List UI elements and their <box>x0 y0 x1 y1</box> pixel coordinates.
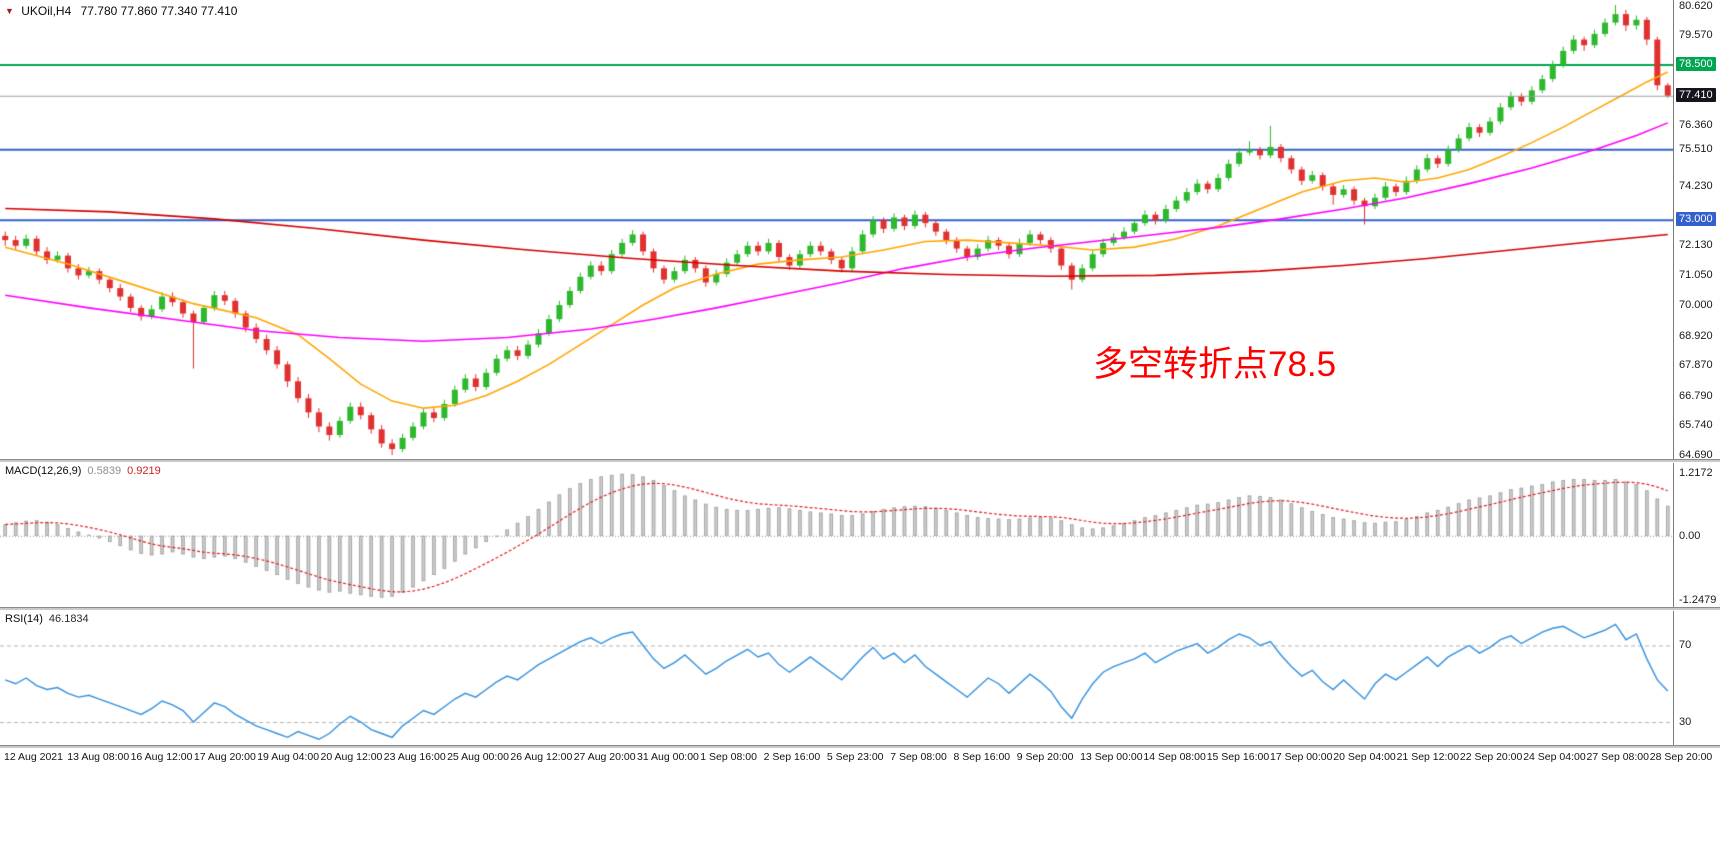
rsi-value: 46.1834 <box>48 613 89 625</box>
macd-axis[interactable]: 1.2172 0.00 -1.2479 <box>1673 463 1720 607</box>
time-axis-label: 20 Sep 04:00 <box>1333 751 1396 763</box>
time-axis-label: 17 Aug 20:00 <box>193 751 256 763</box>
chart-ohlc-readout: 77.780 77.860 77.340 77.410 <box>80 4 238 18</box>
macd-name: MACD(12,26,9) <box>5 465 82 477</box>
time-axis-label: 20 Aug 12:00 <box>320 751 383 763</box>
macd-axis-label: 0.00 <box>1679 529 1701 542</box>
rsi-axis-label: 70 <box>1679 639 1692 652</box>
time-axis-label: 23 Aug 16:00 <box>383 751 446 763</box>
price-badge: 78.500 <box>1676 56 1716 71</box>
chart-annotation-text: 多空转折点78.5 <box>1093 345 1337 384</box>
time-axis-label: 12 Aug 2021 <box>4 751 63 763</box>
time-axis[interactable]: 12 Aug 2021 13 Aug 08:00 16 Aug 12:00 17 Au… <box>0 749 1720 767</box>
macd-panel-canvas[interactable] <box>0 463 1673 607</box>
time-axis-label: 5 Sep 23:00 <box>826 751 884 763</box>
time-axis-label: 27 Aug 20:00 <box>573 751 636 763</box>
macd-axis-label: -1.2479 <box>1679 594 1717 607</box>
main-price-axis[interactable]: 80.620 79.570 76.360 75.510 74.230 72.130 71.0… <box>1673 0 1720 462</box>
time-axis-label: 13 Sep 00:00 <box>1080 751 1143 763</box>
time-axis-label: 22 Sep 20:00 <box>1459 751 1523 763</box>
price-axis-label: 75.510 <box>1679 143 1713 156</box>
rsi-name: RSI(14) <box>5 613 43 625</box>
time-axis-label: 9 Sep 20:00 <box>1016 751 1074 763</box>
rsi-axis-label: 30 <box>1679 716 1692 729</box>
time-axis-label: 31 Aug 00:00 <box>637 751 699 763</box>
main-chart-canvas[interactable] <box>0 0 1673 459</box>
macd-axis-label: 1.2172 <box>1679 466 1713 479</box>
price-badge: 77.410 <box>1676 87 1716 102</box>
panel-separator[interactable] <box>0 607 1720 611</box>
time-axis-label: 7 Sep 08:00 <box>890 751 947 763</box>
price-axis-label: 72.130 <box>1679 238 1713 251</box>
price-axis-label: 66.790 <box>1679 389 1713 402</box>
chart-symbol-timeframe: UKOil,H4 <box>21 4 72 18</box>
rsi-axis[interactable]: 70 30 <box>1673 611 1720 745</box>
price-axis-label: 67.870 <box>1679 359 1713 372</box>
macd-label: MACD(12,26,9) 0.5839 0.9219 <box>5 465 161 477</box>
price-axis-label: 80.620 <box>1679 0 1713 12</box>
price-axis-label: 64.690 <box>1679 449 1713 462</box>
time-axis-label: 13 Aug 08:00 <box>67 751 130 763</box>
price-axis-label: 65.740 <box>1679 419 1713 432</box>
panel-separator[interactable] <box>0 459 1720 463</box>
price-axis-label: 70.000 <box>1679 299 1713 312</box>
symbol-marker-icon: ▼ <box>5 6 14 16</box>
time-axis-separator[interactable] <box>0 745 1720 749</box>
time-axis-label: 19 Aug 04:00 <box>257 751 320 763</box>
price-axis-label: 71.050 <box>1679 269 1713 282</box>
price-axis-label: 68.920 <box>1679 329 1713 342</box>
time-axis-label: 28 Sep 20:00 <box>1649 751 1713 763</box>
price-axis-label: 79.570 <box>1679 28 1713 41</box>
price-badge: 73.000 <box>1676 212 1716 227</box>
time-axis-label: 24 Sep 04:00 <box>1523 751 1586 763</box>
macd-main-value: 0.5839 <box>87 465 122 477</box>
time-axis-label: 17 Sep 00:00 <box>1270 751 1333 763</box>
time-axis-label: 16 Aug 12:00 <box>130 751 193 763</box>
macd-signal-value: 0.9219 <box>127 465 161 477</box>
time-axis-label: 27 Sep 08:00 <box>1586 751 1649 763</box>
rsi-panel-canvas[interactable] <box>0 611 1673 745</box>
time-axis-label: 25 Aug 00:00 <box>447 751 509 763</box>
time-axis-label: 2 Sep 16:00 <box>763 751 821 763</box>
chart-header: ▼ UKOil,H4 77.780 77.860 77.340 77.410 <box>5 4 237 18</box>
rsi-label: RSI(14) 46.1834 <box>5 613 89 625</box>
price-axis-label: 74.230 <box>1679 179 1713 192</box>
time-axis-label: 21 Sep 12:00 <box>1396 751 1460 763</box>
price-axis-label: 76.360 <box>1679 119 1713 132</box>
time-axis-label: 1 Sep 08:00 <box>700 751 757 763</box>
time-axis-label: 8 Sep 16:00 <box>953 751 1011 763</box>
time-axis-label: 15 Sep 16:00 <box>1206 751 1270 763</box>
time-axis-label: 26 Aug 12:00 <box>510 751 573 763</box>
time-axis-label: 14 Sep 08:00 <box>1143 751 1206 763</box>
